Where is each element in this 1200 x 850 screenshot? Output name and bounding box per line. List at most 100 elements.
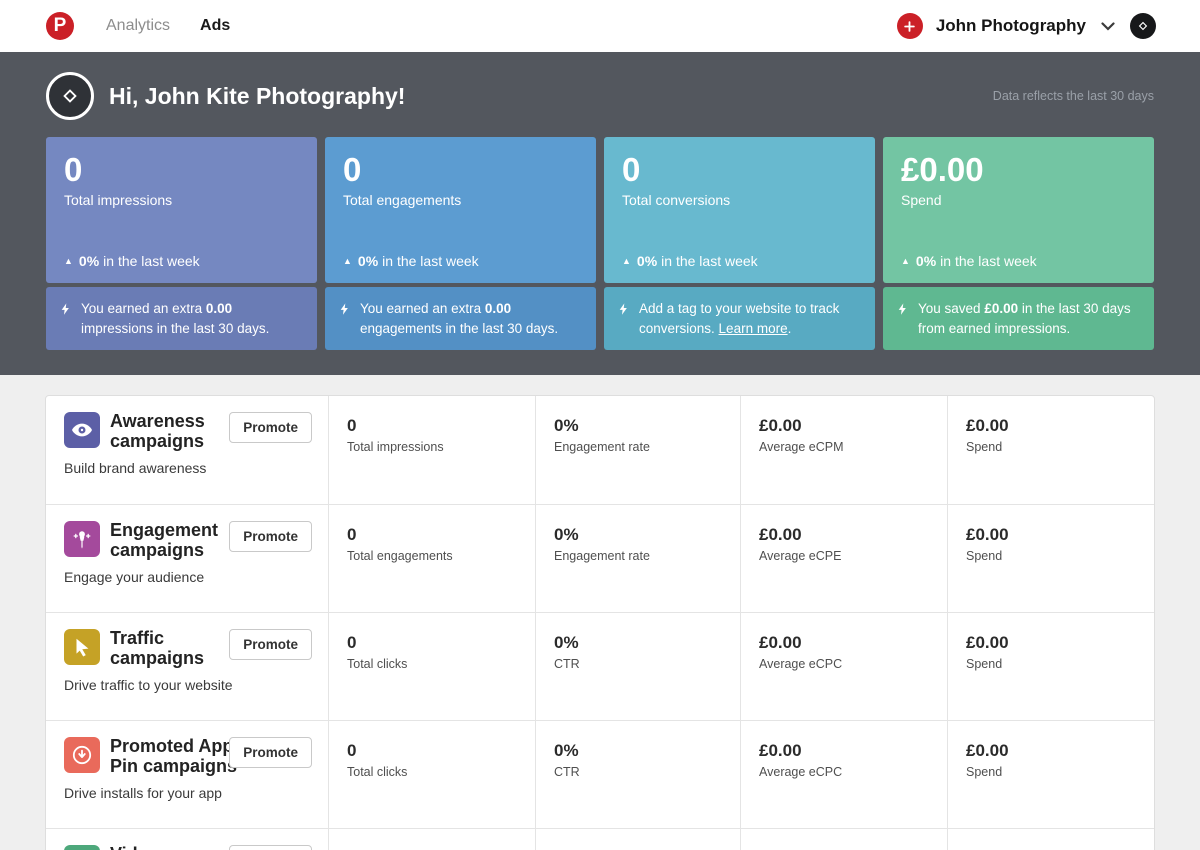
campaign-head: Traffic campaigns (64, 628, 312, 668)
hero-header: Hi, John Kite Photography! Data reflects… (0, 52, 1200, 376)
delta-value: 0% (78, 253, 100, 269)
delta-value: 0% (357, 253, 379, 269)
cursor-icon (64, 629, 100, 666)
nav-item-ads[interactable]: Ads (200, 17, 231, 34)
lightning-bolt-icon (59, 301, 72, 322)
metric-cell: £0.00 Average eCPC (740, 613, 947, 721)
campaign-description: Drive installs for your app (64, 785, 222, 801)
campaign-cell: Awareness campaigns Promote Build brand … (46, 396, 328, 504)
campaign-title: Promoted App Pin campaigns (110, 736, 238, 776)
pinterest-logo-icon[interactable]: P (46, 12, 74, 40)
metric-label: Average eCPC (759, 765, 843, 780)
campaign-head: Engagement campaigns (64, 520, 312, 560)
campaign-head: Promoted App Pin campaigns (64, 736, 312, 776)
summary-delta: ▲ 0% in the last week (64, 253, 299, 269)
summary-delta: ▲ 0% in the last week (622, 253, 857, 269)
eye-icon (64, 412, 100, 449)
hero-greeting-row: Hi, John Kite Photography! Data reflects… (46, 72, 1154, 120)
learn-more-link[interactable]: Learn more (718, 320, 788, 336)
summary-value: £0.00 (901, 151, 984, 188)
summary-card-footer: You saved £0.00 in the last 30 days from… (883, 287, 1154, 351)
metric-cell: £0.00 Average eCPC (740, 721, 947, 829)
campaign-head: Video campaigns (64, 844, 312, 850)
metric-label: Average eCPE (759, 549, 842, 564)
metric-label: Engagement rate (554, 440, 650, 455)
diamond-icon (1138, 21, 1148, 31)
metric-value: 0 (347, 633, 357, 653)
campaign-cell: Video campaigns Promote (46, 829, 328, 850)
metric-value: £0.00 (966, 741, 1009, 761)
metric-label: Average eCPM (759, 440, 844, 455)
metric-cell (740, 829, 947, 850)
download-icon (64, 737, 100, 774)
summary-card-footer: You earned an extra 0.00 impressions in … (46, 287, 317, 351)
metric-label: CTR (554, 657, 580, 672)
metric-cell: 0% CTR (535, 613, 740, 721)
delta-value: 0% (636, 253, 658, 269)
metric-cell (535, 829, 740, 850)
nav-right: John Photography (896, 13, 1156, 39)
video-icon (64, 845, 100, 850)
summary-card: 0 Total engagements ▲ 0% in the last wee… (325, 137, 596, 351)
metric-cell: 0 Total impressions (328, 396, 535, 505)
metric-cell (328, 829, 535, 850)
campaign-cell: Engagement campaigns Promote Engage your… (46, 505, 328, 612)
add-button[interactable] (896, 13, 923, 39)
campaign-cell: Traffic campaigns Promote Drive traffic … (46, 613, 328, 720)
lightning-bolt-icon (896, 301, 909, 322)
summary-card: 0 Total impressions ▲ 0% in the last wee… (46, 137, 317, 351)
promote-button[interactable]: Promote (229, 412, 312, 444)
metric-value: £0.00 (759, 525, 802, 545)
metric-value: £0.00 (966, 525, 1009, 545)
metric-value: 0 (347, 525, 357, 545)
metric-label: Engagement rate (554, 549, 650, 564)
nav-items: Analytics Ads (106, 17, 230, 35)
promote-button[interactable]: Promote (229, 629, 312, 661)
campaign-description: Build brand awareness (64, 460, 207, 476)
summary-value: 0 (343, 151, 362, 188)
metric-value: 0 (347, 741, 357, 761)
metric-label: Average eCPC (759, 657, 843, 672)
metric-cell: 0% Engagement rate (535, 396, 740, 505)
summary-card-main: £0.00 Spend ▲ 0% in the last week (883, 137, 1154, 283)
metric-cell: £0.00 Average eCPM (740, 396, 947, 505)
lightning-bolt-icon (338, 301, 351, 322)
top-nav: P Analytics Ads John Photography (0, 0, 1200, 52)
nav-item-analytics[interactable]: Analytics (106, 17, 171, 34)
delta-text: in the last week (382, 253, 479, 269)
promote-button[interactable]: Promote (229, 521, 312, 553)
metric-cell: £0.00 Spend (947, 721, 1153, 829)
plus-icon (904, 20, 916, 32)
metric-value: £0.00 (759, 416, 802, 436)
summary-card-footer: You earned an extra 0.00 engagements in … (325, 287, 596, 351)
metric-value: 0% (554, 525, 579, 545)
promote-button[interactable]: Promote (229, 845, 312, 850)
chevron-down-icon[interactable] (1099, 20, 1117, 33)
metric-cell: £0.00 Spend (947, 396, 1153, 505)
metric-label: Spend (966, 549, 1003, 564)
summary-card-main: 0 Total engagements ▲ 0% in the last wee… (325, 137, 596, 283)
metric-cell: £0.00 Average eCPE (740, 505, 947, 613)
avatar[interactable] (1130, 13, 1156, 39)
summary-value: 0 (64, 151, 83, 188)
metric-label: Spend (966, 440, 1003, 455)
campaign-row: Traffic campaigns Promote Drive traffic … (46, 612, 1154, 721)
summary-cards: 0 Total impressions ▲ 0% in the last wee… (46, 137, 1154, 351)
summary-delta: ▲ 0% in the last week (343, 253, 578, 269)
pushpin-icon (64, 521, 100, 558)
metric-label: Spend (966, 765, 1003, 780)
summary-label: Spend (901, 192, 942, 209)
promote-button[interactable]: Promote (229, 737, 312, 769)
metric-cell: 0 Total engagements (328, 505, 535, 613)
account-name[interactable]: John Photography (935, 16, 1086, 35)
campaign-row: Awareness campaigns Promote Build brand … (46, 396, 1154, 505)
delta-text: in the last week (940, 253, 1037, 269)
lightning-bolt-icon (617, 301, 630, 322)
diamond-icon (63, 89, 77, 103)
summary-footer-text: You earned an extra 0.00 engagements in … (360, 301, 559, 336)
page-title: Hi, John Kite Photography! (109, 82, 406, 109)
metric-value: £0.00 (759, 633, 802, 653)
metric-label: Total clicks (347, 765, 408, 780)
delta-text: in the last week (103, 253, 200, 269)
metric-cell: £0.00 Spend (947, 505, 1153, 613)
